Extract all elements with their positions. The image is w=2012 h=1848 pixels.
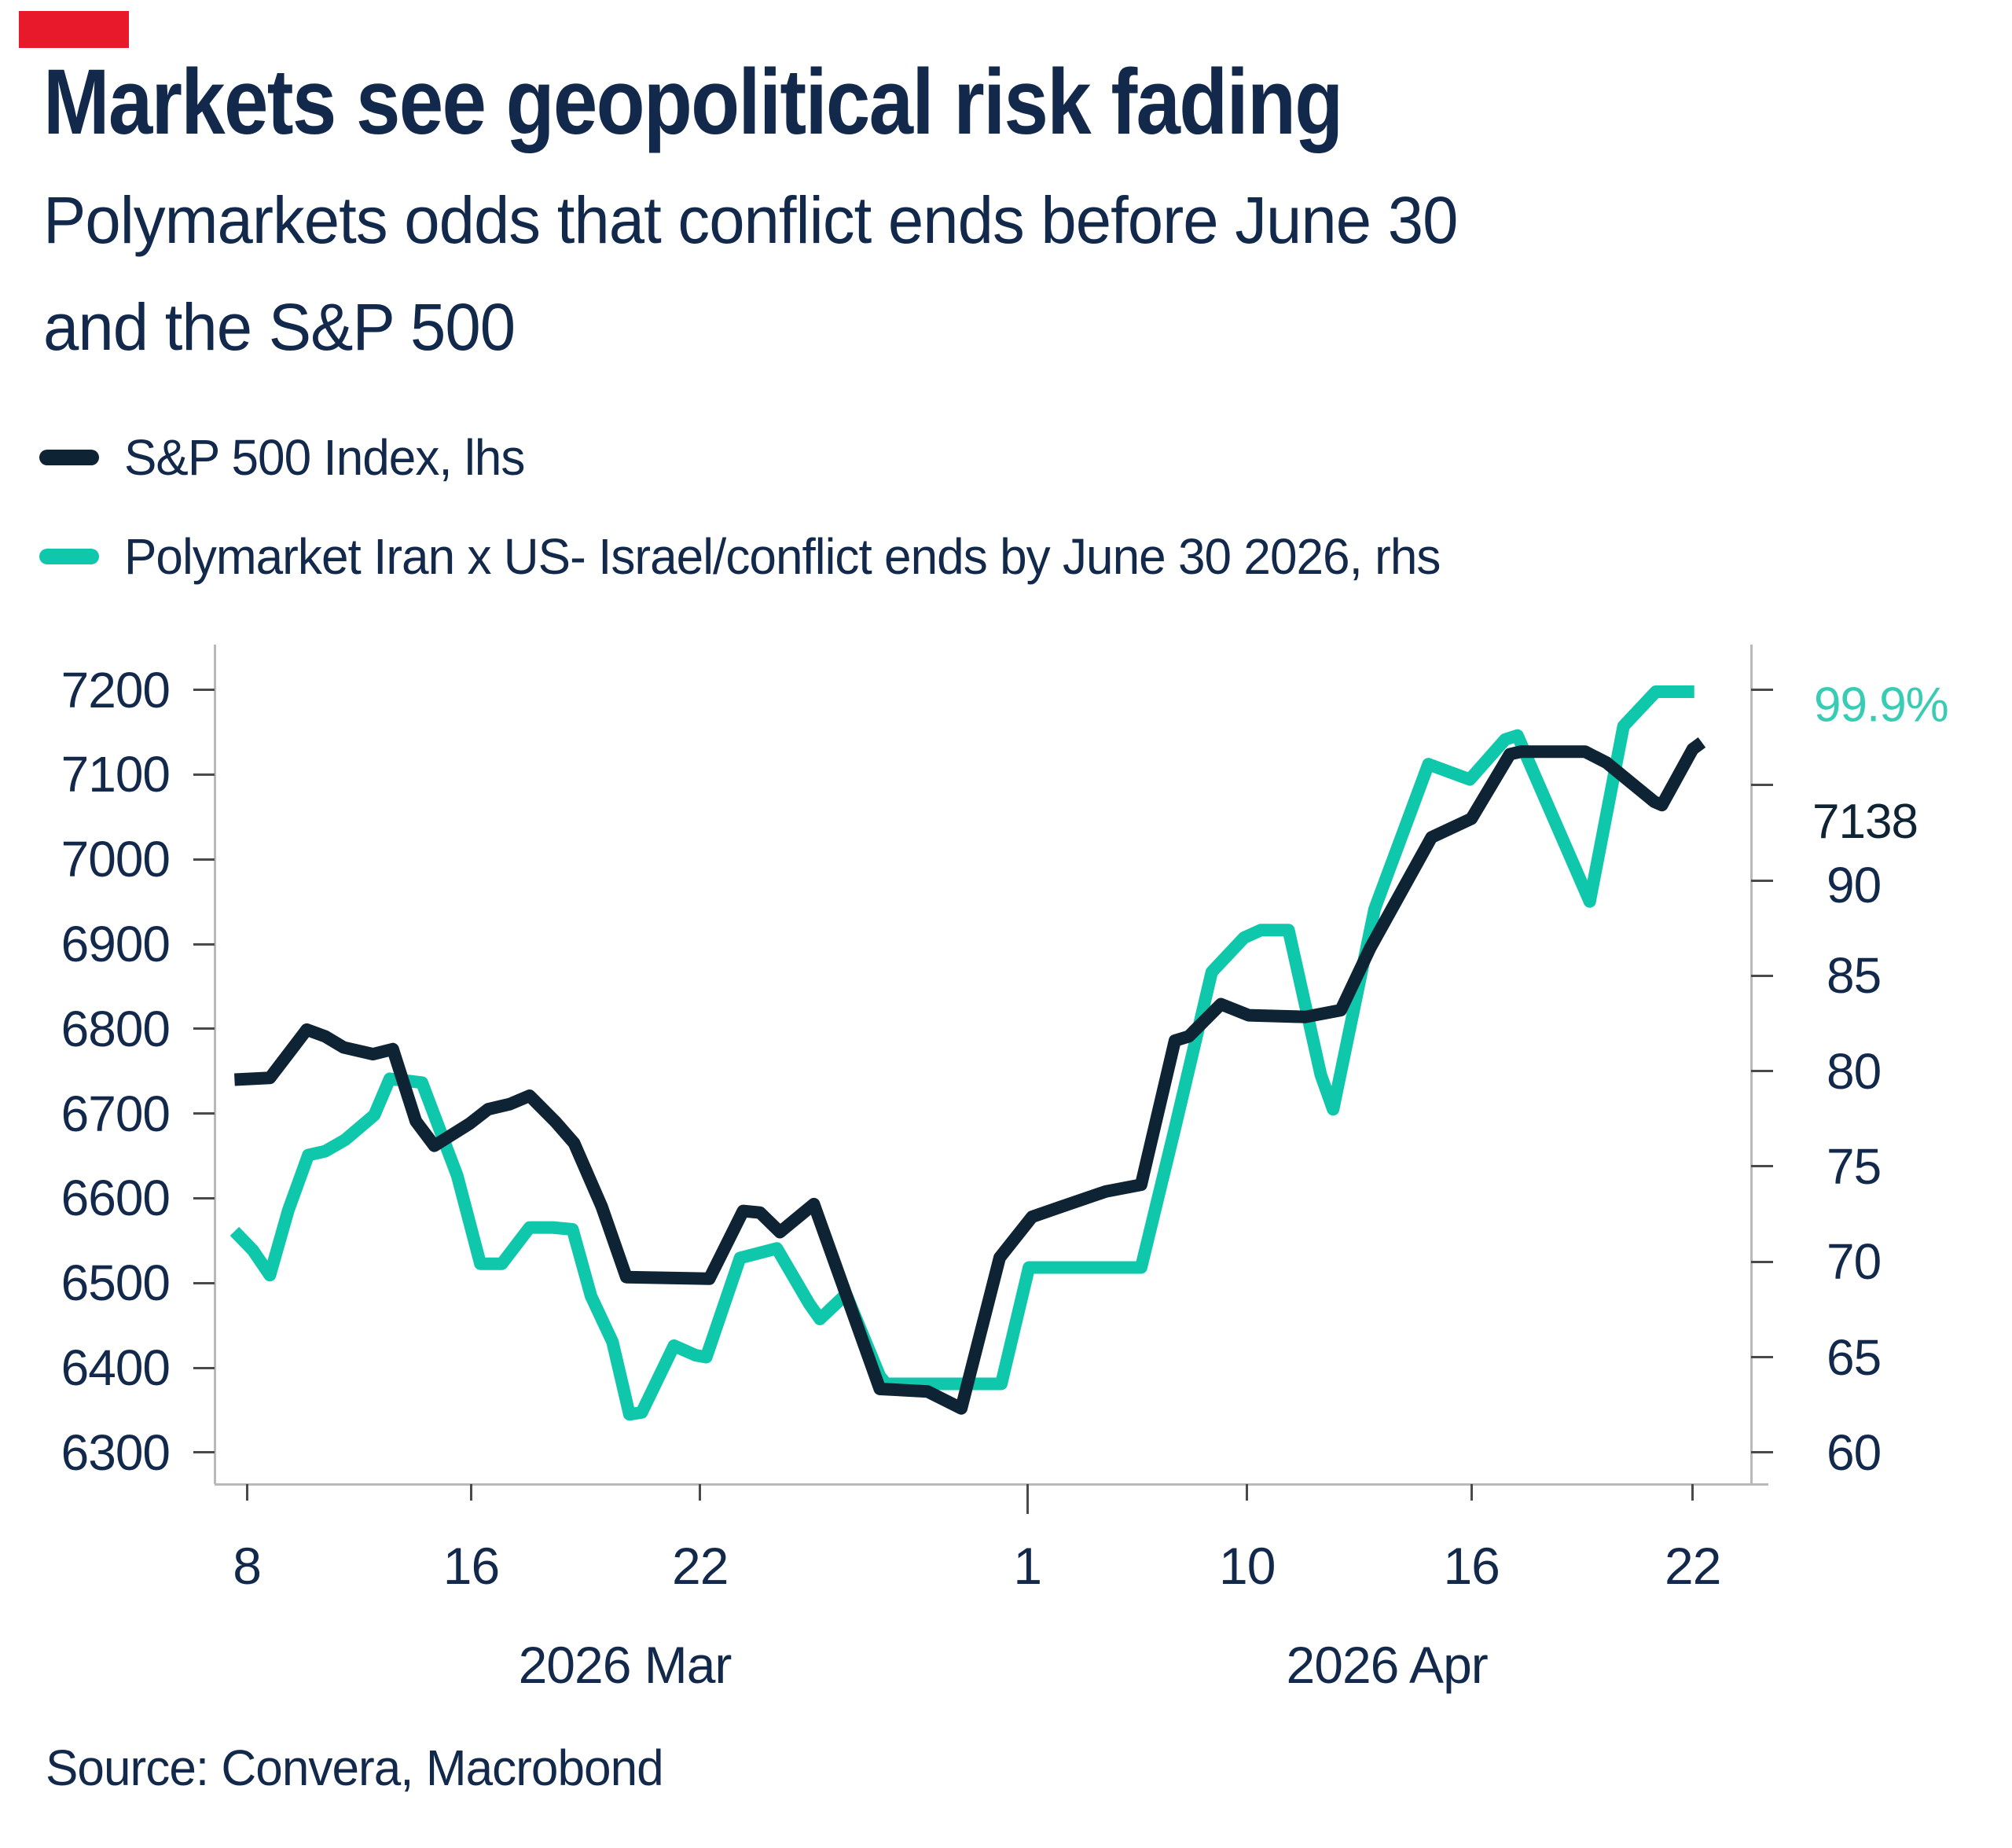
chart-subtitle: Polymarkets odds that conflict ends befo… xyxy=(43,167,1458,380)
left-axis-tick xyxy=(193,858,215,861)
polymarket-legend-label: Polymarket Iran x US- Israel/conflict en… xyxy=(124,528,1441,585)
legend-item-polymarket: Polymarket Iran x US- Israel/conflict en… xyxy=(39,528,1481,585)
polymarket-last-value-label: 99.9% xyxy=(1814,678,1949,733)
x-axis-tick xyxy=(1470,1484,1473,1501)
left-axis-tick xyxy=(193,1027,215,1031)
right-axis-tick-label: 80 xyxy=(1827,1042,1882,1100)
left-axis-tick xyxy=(193,1196,215,1200)
left-axis-tick xyxy=(193,689,215,692)
left-axis-tick-label: 7100 xyxy=(61,746,171,803)
left-axis-tick-label: 6300 xyxy=(61,1424,171,1481)
right-axis-tick xyxy=(1751,974,1773,977)
right-axis-tick-label: 70 xyxy=(1827,1233,1882,1291)
right-axis-tick xyxy=(1751,1356,1773,1359)
chart-subtitle-line1: Polymarkets odds that conflict ends befo… xyxy=(43,183,1458,257)
left-axis-tick-label: 6800 xyxy=(61,1000,171,1057)
brand-mark xyxy=(19,11,129,48)
x-axis-tick xyxy=(245,1484,248,1501)
right-axis-tick xyxy=(1751,879,1773,882)
right-axis-tick-label: 75 xyxy=(1827,1137,1882,1195)
right-axis-tick-label: 85 xyxy=(1827,947,1882,1005)
x-axis-day-label: 16 xyxy=(442,1537,500,1595)
polymarket-line xyxy=(229,685,1694,1421)
x-axis-day-label: 16 xyxy=(1443,1537,1500,1595)
x-axis-day-label: 22 xyxy=(672,1537,729,1595)
left-axis-tick-label: 6500 xyxy=(61,1255,171,1312)
left-axis-tick xyxy=(193,1281,215,1284)
x-axis-tick xyxy=(699,1484,702,1501)
left-axis-tick xyxy=(193,1451,215,1454)
left-axis-tick-label: 6900 xyxy=(61,916,171,972)
x-axis-tick xyxy=(469,1484,472,1501)
left-axis-tick xyxy=(193,1112,215,1115)
left-axis-tick xyxy=(193,1366,215,1369)
sp500-legend-label: S&P 500 Index, lhs xyxy=(124,429,525,486)
source-note: Source: Convera, Macrobond xyxy=(46,1740,664,1796)
x-axis-tick xyxy=(1246,1484,1249,1501)
right-axis-line xyxy=(1749,645,1753,1484)
right-axis-tick xyxy=(1751,784,1773,787)
left-axis-tick xyxy=(193,942,215,946)
left-axis-tick xyxy=(193,773,215,776)
right-axis-tick-label: 90 xyxy=(1827,857,1882,914)
legend-item-sp500: S&P 500 Index, lhs xyxy=(39,429,537,486)
chart-title: Markets see geopolitical risk fading xyxy=(43,50,1343,154)
x-axis-tick xyxy=(1026,1484,1029,1514)
right-axis-tick-label: 60 xyxy=(1827,1424,1882,1481)
x-axis-month-label: 2026 Apr xyxy=(1286,1636,1489,1694)
right-axis-tick xyxy=(1751,689,1773,692)
right-axis-tick xyxy=(1751,1260,1773,1263)
right-axis-tick xyxy=(1751,1070,1773,1073)
x-axis-day-label: 8 xyxy=(233,1537,262,1595)
sp500-legend-swatch-icon xyxy=(39,450,99,465)
sp500-last-value-label: 7138 xyxy=(1805,780,1930,865)
x-axis-day-label: 10 xyxy=(1219,1537,1276,1595)
bottom-axis-line xyxy=(215,1482,1768,1486)
x-axis-day-label: 22 xyxy=(1664,1537,1721,1595)
x-axis-month-label: 2026 Mar xyxy=(518,1636,732,1694)
polymarket-legend-swatch-icon xyxy=(39,549,99,564)
sp500-line xyxy=(234,737,1706,1415)
right-axis-tick xyxy=(1751,1165,1773,1168)
left-axis-tick-label: 6400 xyxy=(61,1339,171,1396)
left-axis-tick-label: 6600 xyxy=(61,1170,171,1227)
x-axis-tick xyxy=(1691,1484,1694,1501)
left-axis-tick-label: 7000 xyxy=(61,831,171,888)
right-axis-tick-label: 65 xyxy=(1827,1328,1882,1386)
chart-subtitle-line2: and the S&P 500 xyxy=(43,290,516,364)
x-axis-day-label: 1 xyxy=(1013,1537,1042,1595)
right-axis-tick xyxy=(1751,1451,1773,1454)
left-axis-tick-label: 6700 xyxy=(61,1085,171,1142)
left-axis-tick-label: 7200 xyxy=(61,661,171,718)
left-axis-line xyxy=(213,645,216,1484)
